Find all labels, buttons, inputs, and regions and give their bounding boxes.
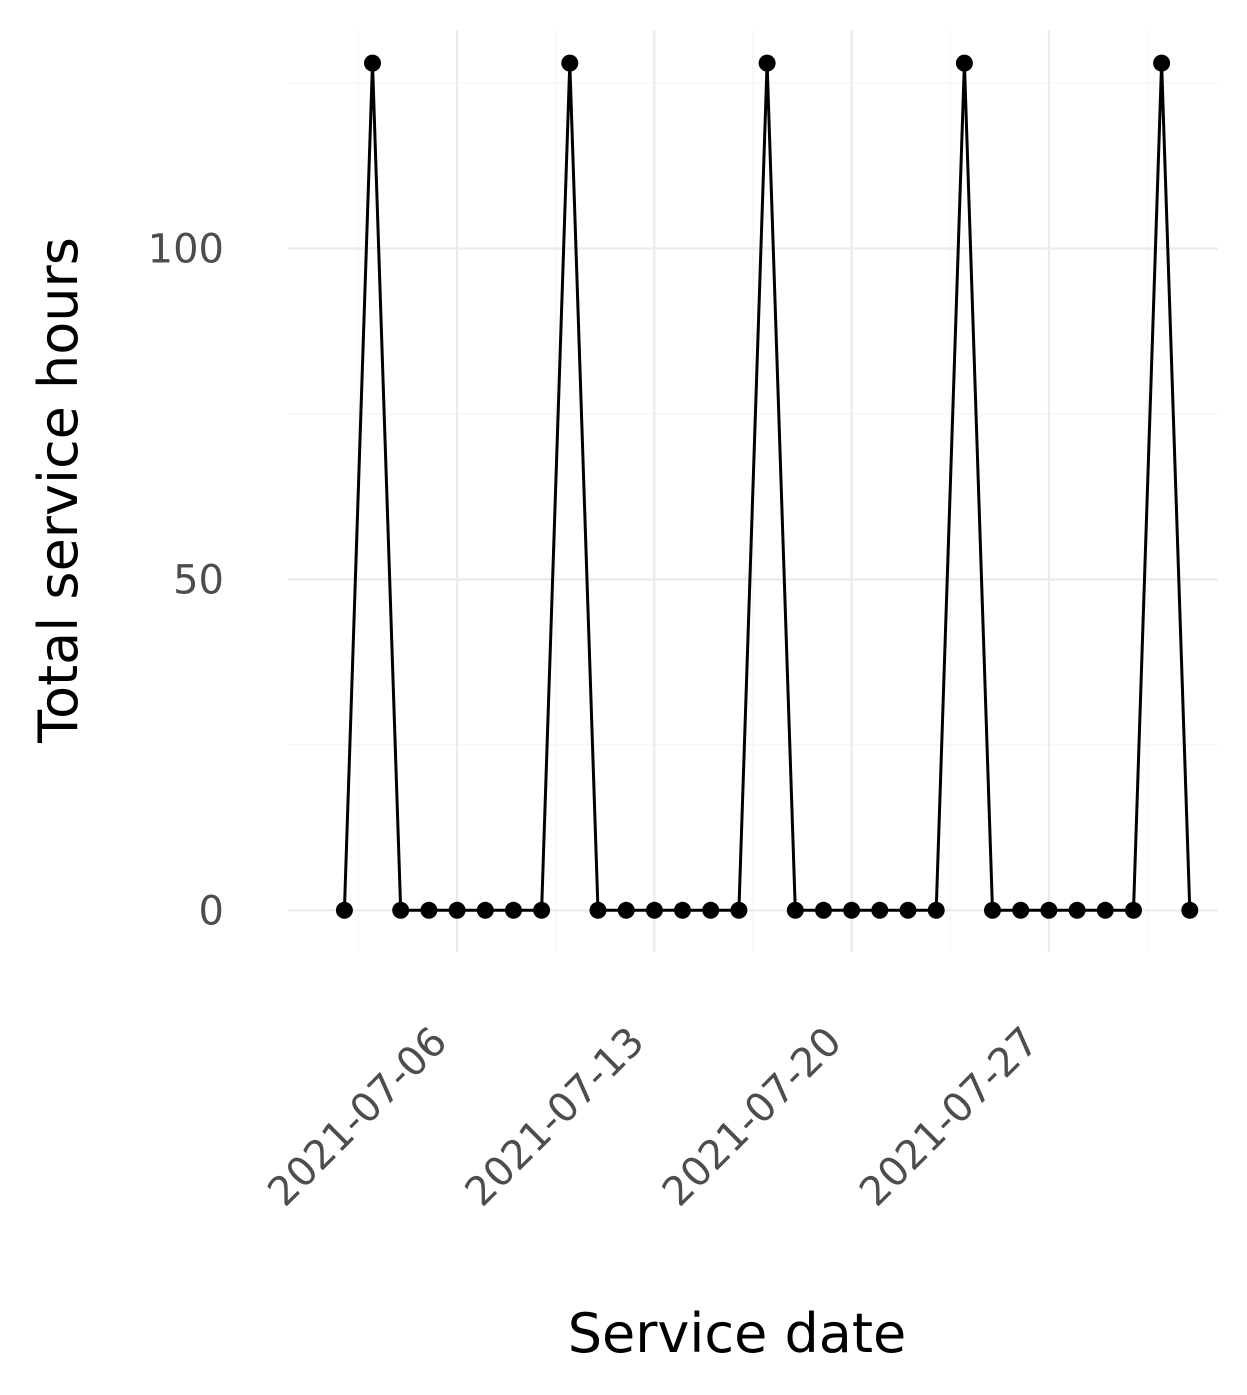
data-point — [617, 901, 635, 919]
data-point — [955, 54, 973, 72]
x-tick-label: 2021-07-20 — [654, 1019, 851, 1216]
data-point — [448, 901, 466, 919]
data-point — [899, 901, 917, 919]
x-tick-label: 2021-07-06 — [259, 1019, 456, 1216]
data-point — [730, 901, 748, 919]
series-line — [342, 61, 1192, 912]
data-point — [758, 54, 776, 72]
data-point — [533, 901, 551, 919]
data-point — [927, 901, 945, 919]
data-point — [843, 901, 861, 919]
x-tick-label: 2021-07-27 — [851, 1019, 1048, 1216]
data-point — [335, 901, 353, 919]
data-point — [420, 901, 438, 919]
data-point — [786, 901, 804, 919]
data-point — [815, 901, 832, 919]
data-point — [1125, 901, 1142, 919]
data-point — [392, 901, 410, 919]
y-tick-label: 100 — [148, 226, 224, 272]
data-point — [674, 901, 691, 919]
x-axis-tick-labels: 2021-07-06 2021-07-13 2021-07-20 2021-07-27 — [259, 1019, 1048, 1216]
y-tick-label: 0 — [199, 888, 224, 934]
x-tick-label: 2021-07-13 — [457, 1019, 654, 1216]
data-point — [505, 901, 522, 919]
data-point — [1153, 54, 1171, 72]
data-point — [1181, 901, 1199, 919]
x-axis-title: Service date — [568, 1302, 907, 1365]
major-gridlines — [288, 30, 1218, 952]
data-point — [984, 901, 1001, 919]
data-point — [589, 901, 607, 919]
data-point — [1012, 901, 1030, 919]
data-point — [645, 901, 663, 919]
data-point — [871, 901, 889, 919]
data-point — [1068, 901, 1086, 919]
data-point — [364, 54, 381, 72]
y-axis-title: Total service hours — [27, 237, 90, 744]
data-point — [702, 901, 720, 919]
y-tick-label: 50 — [173, 557, 224, 603]
data-point — [476, 901, 494, 919]
data-point — [561, 54, 579, 72]
y-axis-tick-labels: 0 50 100 — [148, 226, 224, 934]
data-point — [1040, 901, 1058, 919]
data-point — [1096, 901, 1114, 919]
series-service-hours — [335, 54, 1199, 919]
